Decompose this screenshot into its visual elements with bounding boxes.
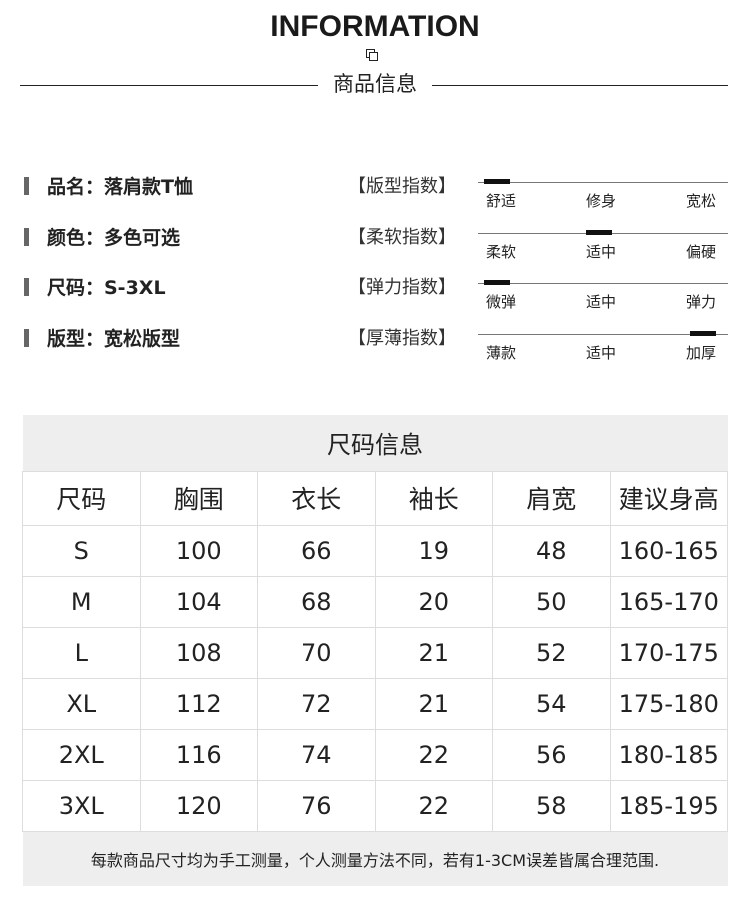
table-cell: 50 <box>492 575 611 628</box>
scale-option: 柔软 <box>486 243 517 261</box>
table-cell: M <box>22 575 141 628</box>
table-cell: 76 <box>257 779 376 832</box>
column-header: 胸围 <box>139 470 258 526</box>
index-scale: 薄款 适中 加厚 <box>478 331 728 374</box>
table-cell: 52 <box>492 626 611 679</box>
scale-option: 适中 <box>586 293 617 311</box>
table-cell: 20 <box>374 575 493 628</box>
section-subtitle: 商品信息 <box>333 72 417 96</box>
index-label: 【版型指数】 <box>348 176 456 197</box>
table-row: 2XL 116 74 22 56 180-185 <box>22 728 728 781</box>
table-cell: 100 <box>139 524 258 577</box>
column-header: 建议身高 <box>609 470 728 526</box>
table-cell: 70 <box>257 626 376 679</box>
table-cell: 21 <box>374 677 493 730</box>
scale-marker <box>690 331 716 336</box>
size-table: 尺码信息 尺码 胸围 衣长 袖长 肩宽 建议身高 S 100 66 19 48 160-165 M 10… <box>22 415 728 886</box>
table-cell: 21 <box>374 626 493 679</box>
table-cell: 116 <box>139 728 258 781</box>
table-cell: 2XL <box>22 728 141 781</box>
scale-option: 偏硬 <box>686 243 717 261</box>
scale-option: 适中 <box>586 344 617 362</box>
table-row: XL 112 72 21 54 175-180 <box>22 677 728 730</box>
table-cell: S <box>22 524 141 577</box>
table-cell: 22 <box>374 728 493 781</box>
table-cell: 54 <box>492 677 611 730</box>
scale-marker <box>586 230 612 235</box>
table-cell: 68 <box>257 575 376 628</box>
table-cell: 170-175 <box>609 626 728 679</box>
spec-label: 版型：宽松版型 <box>47 328 181 350</box>
table-cell: XL <box>22 677 141 730</box>
index-scale: 柔软 适中 偏硬 <box>478 230 728 273</box>
table-cell: 160-165 <box>609 524 728 577</box>
scale-line <box>478 334 728 335</box>
table-cell: 56 <box>492 728 611 781</box>
divider-left <box>20 85 318 86</box>
spec-item: 版型：宽松版型 <box>24 324 180 351</box>
divider-right <box>432 85 728 86</box>
bullet-bar <box>24 227 29 246</box>
scale-line <box>478 182 728 183</box>
bullet-bar <box>24 328 29 347</box>
table-row: S 100 66 19 48 160-165 <box>22 524 728 577</box>
table-cell: 165-170 <box>609 575 728 628</box>
table-cell: 3XL <box>22 779 141 832</box>
table-cell: 22 <box>374 779 493 832</box>
index-label: 【弹力指数】 <box>348 277 456 298</box>
table-cell: 19 <box>374 524 493 577</box>
measurement-note: 每款商品尺寸均为手工测量，个人测量方法不同，若有1-3CM误差皆属合理范围. <box>22 831 728 886</box>
scale-marker <box>484 280 510 285</box>
bullet-bar <box>24 277 29 296</box>
scale-option: 适中 <box>586 243 617 261</box>
squares-icon <box>366 49 378 61</box>
scale-option: 薄款 <box>486 344 517 362</box>
info-title: INFORMATION <box>270 10 480 43</box>
table-cell: 175-180 <box>609 677 728 730</box>
table-cell: 108 <box>139 626 258 679</box>
table-row: 3XL 120 76 22 58 185-195 <box>22 779 728 832</box>
table-cell: 74 <box>257 728 376 781</box>
column-header: 肩宽 <box>492 470 611 526</box>
size-table-caption: 尺码信息 <box>22 415 728 471</box>
spec-item: 颜色：多色可选 <box>24 223 180 250</box>
column-header: 袖长 <box>374 470 493 526</box>
table-cell: 112 <box>139 677 258 730</box>
index-label: 【柔软指数】 <box>348 227 456 248</box>
index-label: 【厚薄指数】 <box>348 328 456 349</box>
scale-option: 弹力 <box>686 293 717 311</box>
table-cell: 104 <box>139 575 258 628</box>
scale-option: 宽松 <box>686 192 717 210</box>
scale-option: 微弹 <box>486 293 517 311</box>
table-row: L 108 70 21 52 170-175 <box>22 626 728 679</box>
table-cell: 72 <box>257 677 376 730</box>
spec-label: 颜色：多色可选 <box>47 227 181 249</box>
spec-item: 尺码：S-3XL <box>24 273 166 300</box>
scale-option: 加厚 <box>686 344 717 362</box>
spec-label: 品名：落肩款T恤 <box>47 176 193 198</box>
spec-item: 品名：落肩款T恤 <box>24 172 193 199</box>
table-cell: 66 <box>257 524 376 577</box>
table-cell: 180-185 <box>609 728 728 781</box>
table-cell: L <box>22 626 141 679</box>
index-scale: 微弹 适中 弹力 <box>478 280 728 323</box>
index-scale: 舒适 修身 宽松 <box>478 179 728 222</box>
table-cell: 185-195 <box>609 779 728 832</box>
scale-line <box>478 283 728 284</box>
scale-option: 舒适 <box>486 192 517 210</box>
scale-marker <box>484 179 510 184</box>
bullet-bar <box>24 176 29 195</box>
table-cell: 48 <box>492 524 611 577</box>
scale-option: 修身 <box>586 192 617 210</box>
spec-label: 尺码：S-3XL <box>47 277 166 299</box>
table-cell: 120 <box>139 779 258 832</box>
table-row: M 104 68 20 50 165-170 <box>22 575 728 628</box>
table-cell: 58 <box>492 779 611 832</box>
column-header: 尺码 <box>22 470 141 526</box>
column-header: 衣长 <box>257 470 376 526</box>
